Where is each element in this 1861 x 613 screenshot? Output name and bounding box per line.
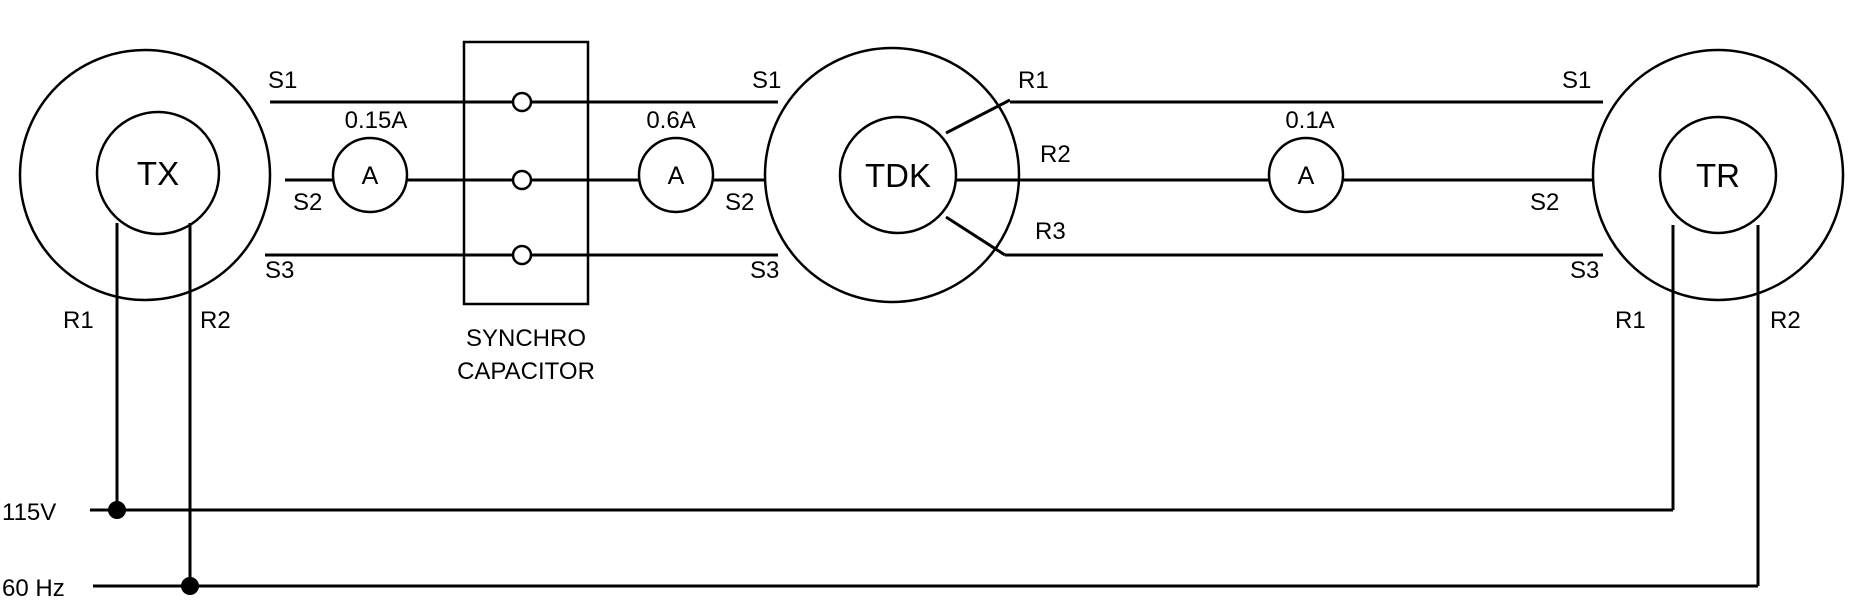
tr-s3-label: S3 [1570, 257, 1599, 284]
synchro-capacitor: SYNCHRO CAPACITOR [457, 40, 595, 385]
wiring [90, 98, 1760, 595]
tdk-label: TDK [865, 157, 931, 194]
junction-dot-115v [108, 501, 126, 519]
ammeter-2: A 0.6A [637, 107, 715, 214]
tx-r1-label: R1 [63, 307, 94, 334]
ammeter-1-reading: 0.15A [345, 107, 408, 134]
tdk-r2-label: R2 [1040, 141, 1071, 168]
ammeter-2-circle [637, 136, 715, 214]
wire-tdk-r1-lead [945, 98, 1011, 135]
tdk-r3-label: R3 [1035, 218, 1066, 245]
ammeter-3-reading: 0.1A [1285, 107, 1334, 134]
tx-label: TX [137, 155, 179, 192]
tdk-rotor-circle [838, 115, 958, 235]
junction-dot-60hz [181, 577, 199, 595]
ammeter-3-circle [1267, 136, 1345, 214]
capacitor-label-line1: SYNCHRO [466, 325, 586, 352]
tdk-stator-circle [763, 46, 1021, 304]
tx-unit: TX S1 S2 S3 R1 R2 [18, 48, 322, 334]
tdk-r1-label: R1 [1018, 67, 1049, 94]
tdk-s2-label: S2 [725, 189, 754, 216]
tdk-s3-label: S3 [750, 257, 779, 284]
tx-stator-circle [18, 48, 272, 302]
supply-frequency-label: 60 Hz [2, 575, 65, 602]
ammeter-2-reading: 0.6A [646, 107, 695, 134]
tr-r1-label: R1 [1615, 307, 1646, 334]
tr-unit: TR S1 S2 S3 R1 R2 [1530, 48, 1845, 334]
tx-s3-label: S3 [265, 257, 294, 284]
ammeter-1: A 0.15A [331, 107, 409, 214]
tr-s2-label: S2 [1530, 189, 1559, 216]
ammeter-1-symbol: A [362, 162, 379, 190]
supply-voltage-label: 115V [2, 499, 56, 526]
tr-s1-label: S1 [1562, 67, 1591, 94]
ammeter-3-symbol: A [1298, 162, 1315, 190]
ammeter-3: A 0.1A [1267, 107, 1345, 214]
capacitor-label-line2: CAPACITOR [457, 358, 595, 385]
tdk-unit: TDK S1 S2 S3 R1 R2 R3 [725, 46, 1071, 304]
tx-s1-label: S1 [268, 67, 297, 94]
capacitor-terminal-1 [511, 91, 533, 113]
tr-r2-label: R2 [1770, 307, 1801, 334]
tx-s2-label: S2 [293, 189, 322, 216]
tx-r2-label: R2 [200, 307, 231, 334]
capacitor-terminal-3 [511, 244, 533, 266]
tr-label: TR [1696, 157, 1740, 194]
tx-rotor-circle [95, 110, 221, 236]
ammeter-2-symbol: A [668, 162, 685, 190]
tr-rotor-circle [1658, 115, 1778, 235]
tdk-s1-label: S1 [752, 67, 781, 94]
wire-tdk-r3-lead [945, 215, 1006, 257]
ammeter-1-circle [331, 136, 409, 214]
tr-stator-circle [1591, 48, 1845, 302]
capacitor-box [462, 40, 590, 306]
capacitor-terminal-2 [511, 169, 533, 191]
